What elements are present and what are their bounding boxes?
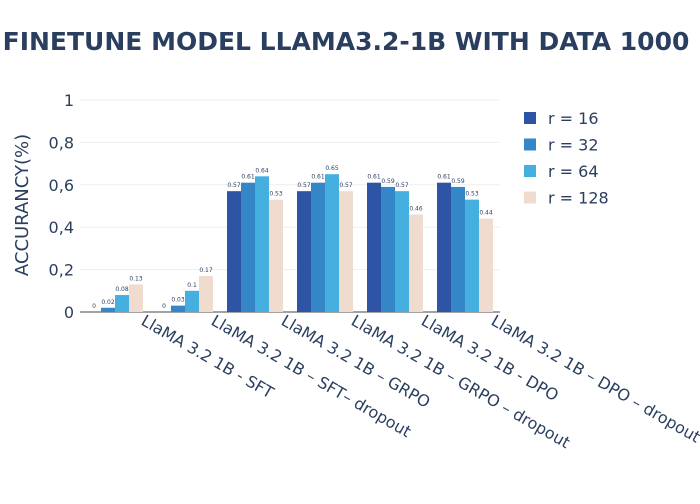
data-label: 0.03 (171, 297, 185, 304)
y-axis-title: ACCURANCY(%) (12, 134, 33, 276)
bar (101, 307, 115, 312)
legend-swatch (524, 191, 536, 204)
bar (479, 218, 493, 312)
bar (381, 186, 395, 312)
legend-label: r = 32 (548, 136, 599, 155)
data-label: 0 (162, 303, 166, 310)
y-tick-label: 1 (64, 91, 74, 110)
legend-swatch (524, 165, 536, 177)
data-label: 0.53 (465, 191, 479, 198)
data-label: 0.13 (129, 275, 143, 282)
legend-label: r = 64 (548, 162, 599, 181)
x-tick-label: LlaMA 3.2 1B - SFT (138, 311, 277, 402)
bar (311, 182, 325, 312)
data-label: 0.1 (187, 282, 197, 289)
data-label: 0.64 (255, 167, 269, 174)
bar (409, 214, 423, 312)
data-label: 0.57 (339, 182, 353, 189)
y-tick-label: 0,2 (49, 261, 74, 280)
data-label: 0.17 (199, 267, 213, 274)
legend-label: r = 16 (548, 109, 599, 128)
data-label: 0.53 (269, 191, 283, 198)
chart-title: FINETUNE MODEL LLAMA3.2-1B WITH DATA 100… (3, 27, 690, 56)
legend-swatch (524, 112, 536, 124)
bar (339, 191, 353, 312)
bar (115, 295, 129, 312)
y-tick-label: 0,4 (49, 218, 74, 237)
data-label: 0.08 (115, 286, 129, 293)
data-label: 0.65 (325, 165, 339, 172)
bar (437, 182, 451, 312)
bar (255, 176, 269, 312)
data-label: 0.61 (437, 174, 451, 181)
data-label: 0.59 (451, 178, 465, 185)
data-label: 0.44 (479, 210, 493, 217)
data-label: 0 (92, 303, 96, 310)
legend-swatch (524, 138, 536, 151)
bar (269, 199, 283, 312)
bar (367, 182, 381, 312)
bar (297, 191, 311, 312)
bar (395, 191, 409, 312)
legend-label: r = 128 (548, 189, 609, 208)
data-label: 0.57 (227, 182, 241, 189)
data-label: 0.46 (409, 205, 423, 212)
bar (227, 191, 241, 312)
bars (101, 174, 493, 312)
data-label: 0.59 (381, 178, 395, 185)
bar (465, 199, 479, 312)
data-label: 0.61 (367, 174, 381, 181)
bar (199, 275, 213, 312)
bar (185, 290, 199, 312)
y-tick-label: 0,6 (49, 176, 74, 195)
y-tick-label: 0 (64, 303, 74, 322)
data-label: 0.61 (241, 174, 255, 181)
bar (241, 182, 255, 312)
grid (80, 99, 500, 313)
bar (171, 305, 185, 312)
legend[interactable]: r = 16 r = 32 r = 64 r = 128 (524, 109, 609, 208)
bar (451, 186, 465, 312)
data-labels: 00.020.080.1300.030.10.170.570.610.640.5… (92, 165, 493, 310)
bar (129, 284, 143, 312)
bar (325, 174, 339, 312)
data-label: 0.57 (297, 182, 311, 189)
data-label: 0.02 (101, 299, 115, 306)
y-axis: 0 0,2 0,4 0,6 0,8 1 (49, 91, 74, 322)
y-tick-label: 0,8 (49, 133, 74, 152)
data-label: 0.61 (311, 174, 325, 181)
data-label: 0.57 (395, 182, 409, 189)
